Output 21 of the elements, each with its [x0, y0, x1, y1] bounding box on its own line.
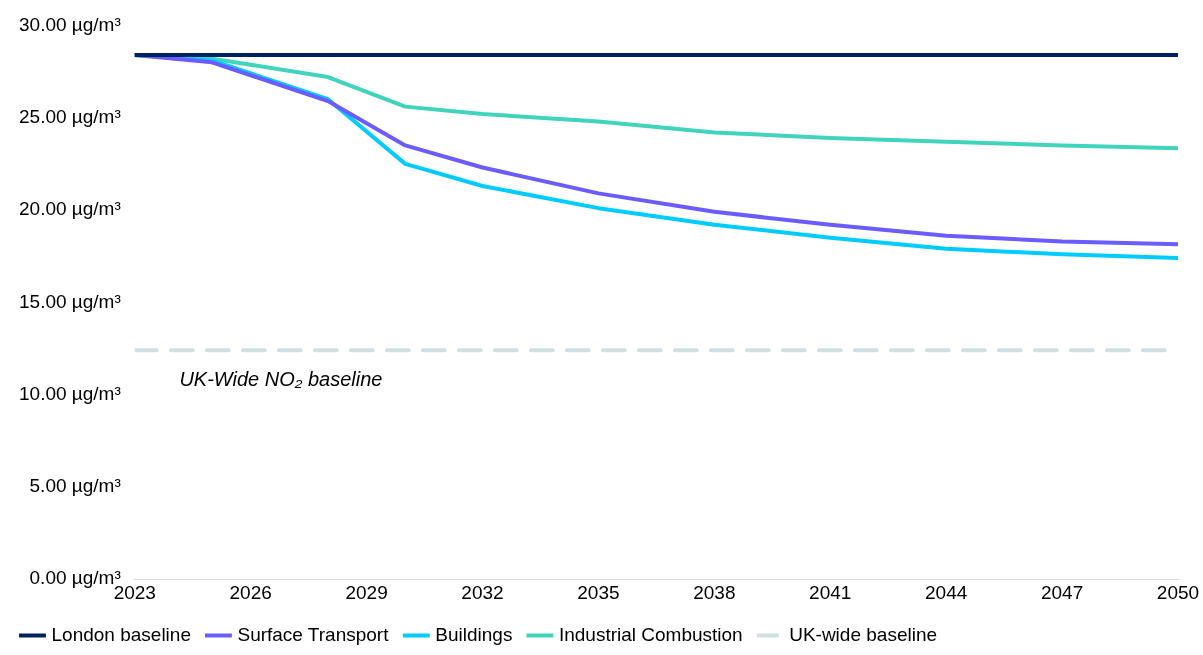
legend-label: Surface Transport [237, 623, 390, 645]
y-tick-label: 20.00 µg/m³ [18, 198, 121, 220]
legend-label: London baseline [51, 623, 191, 645]
y-tick-label: 30.00 µg/m³ [18, 13, 121, 35]
x-tick-label: 2041 [809, 581, 852, 603]
y-tick-label: 15.00 µg/m³ [18, 290, 121, 312]
x-tick-label: 2035 [577, 581, 620, 603]
x-tick-label: 2032 [461, 581, 504, 603]
x-tick-label: 2044 [925, 581, 968, 603]
x-tick-label: 2050 [1156, 581, 1200, 603]
x-tick-label: 2047 [1040, 581, 1084, 603]
legend-label: UK-wide baseline [789, 623, 938, 645]
x-tick-label: 2029 [345, 581, 388, 603]
annotation: UK-Wide NO₂ baseline [179, 367, 383, 390]
y-tick-label: 25.00 µg/m³ [18, 105, 121, 127]
x-tick-label: 2026 [229, 581, 272, 603]
y-tick-label: 10.00 µg/m³ [18, 382, 121, 404]
y-tick-label: 5.00 µg/m³ [29, 475, 121, 497]
legend-label: Buildings [435, 623, 513, 645]
x-tick-label: 2038 [693, 581, 736, 603]
legend-label: Industrial Combustion [558, 623, 743, 645]
